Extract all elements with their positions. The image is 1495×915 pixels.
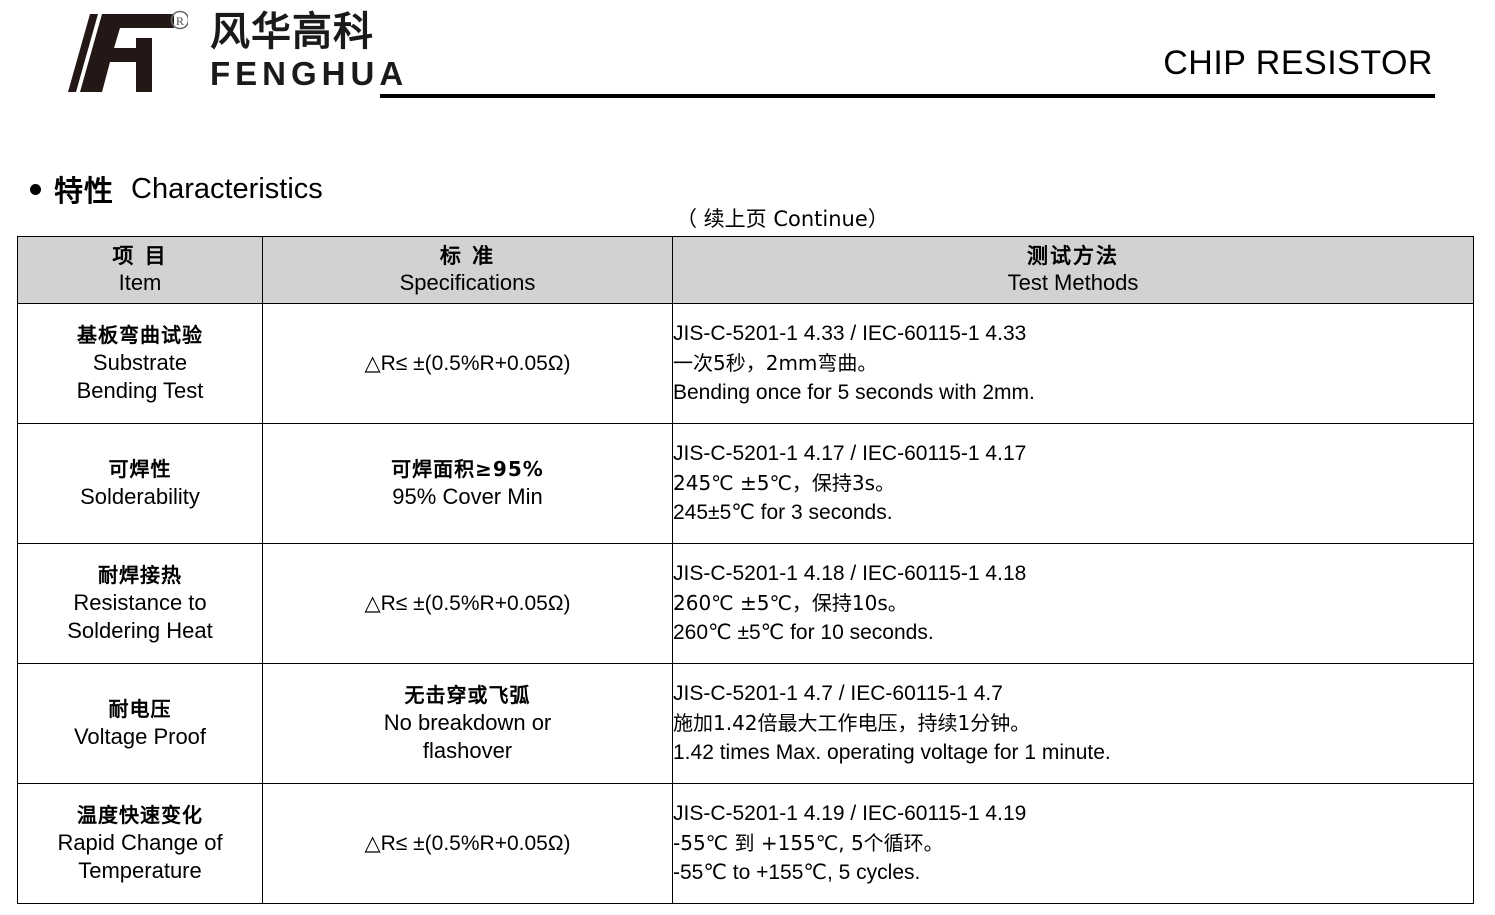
method-description-en: -55℃ to +155℃, 5 cycles. <box>673 861 921 884</box>
table-row: 可焊性 Solderability 可焊面积≥95% 95% Cover Min… <box>17 423 1474 544</box>
spec-text-en: 95% Cover Min <box>392 483 543 509</box>
spec-text-cn: 无击穿或飞弧 <box>404 683 531 708</box>
method-standard-ref: JIS-C-5201-1 4.7 / IEC-60115-1 4.7 <box>673 681 1003 705</box>
characteristics-table: 项 目 Item 标 准 Specifications 测试方法 Test Me… <box>17 236 1474 904</box>
bullet-dot-icon <box>30 183 41 195</box>
item-label-en-line1: Solderability <box>80 483 200 509</box>
header-divider <box>380 94 1435 98</box>
method-standard-ref: JIS-C-5201-1 4.18 / IEC-60115-1 4.18 <box>673 561 1027 585</box>
continue-note: （ 续上页 Continue） <box>676 207 889 231</box>
item-label-cn: 耐电压 <box>108 697 172 722</box>
method-description-en: 245±5℃ for 3 seconds. <box>673 501 893 524</box>
column-header-item: 项 目 Item <box>17 236 263 304</box>
column-header-test-methods: 测试方法 Test Methods <box>672 236 1474 304</box>
cell-item: 基板弯曲试验 Substrate Bending Test <box>17 303 263 424</box>
cell-specification: 无击穿或飞弧 No breakdown or flashover <box>262 663 673 784</box>
cell-item: 可焊性 Solderability <box>17 423 263 544</box>
method-standard-ref: JIS-C-5201-1 4.17 / IEC-60115-1 4.17 <box>673 441 1027 465</box>
company-logo: R 风华高科 FENGHUA <box>58 8 408 94</box>
spec-text-en-line2: flashover <box>422 737 513 763</box>
column-header-item-cn: 项 目 <box>112 244 168 269</box>
cell-test-method: JIS-C-5201-1 4.7 / IEC-60115-1 4.7 施加1.4… <box>672 663 1474 784</box>
column-header-item-en: Item <box>118 270 162 296</box>
column-header-test-methods-en: Test Methods <box>1007 270 1139 296</box>
spec-formula: △R≤ ±(0.5%R+0.05Ω) <box>364 831 571 855</box>
item-label-en-line2: Temperature <box>78 857 202 883</box>
method-description-cn: 260℃ ±5℃，保持10s。 <box>673 591 908 615</box>
table-row: 温度快速变化 Rapid Change of Temperature △R≤ ±… <box>17 783 1474 904</box>
item-label-en-line2: Bending Test <box>76 377 204 403</box>
method-description-en: 260℃ ±5℃ for 10 seconds. <box>673 621 934 644</box>
item-label-en-line1: Rapid Change of <box>57 829 223 855</box>
column-header-specifications: 标 准 Specifications <box>262 236 673 304</box>
spec-text-cn: 可焊面积≥95% <box>391 457 544 482</box>
fenghua-logo-mark-icon: R <box>58 8 188 94</box>
cell-test-method: JIS-C-5201-1 4.17 / IEC-60115-1 4.17 245… <box>672 423 1474 544</box>
method-description-cn: 245℃ ±5℃，保持3s。 <box>673 471 896 495</box>
cell-specification: 可焊面积≥95% 95% Cover Min <box>262 423 673 544</box>
cell-specification: △R≤ ±(0.5%R+0.05Ω) <box>262 303 673 424</box>
section-heading: 特性 Characteristics <box>30 168 323 210</box>
section-title-english: Characteristics <box>131 172 323 205</box>
logo-chinese-name: 风华高科 <box>210 9 374 55</box>
cell-test-method: JIS-C-5201-1 4.33 / IEC-60115-1 4.33 一次5… <box>672 303 1474 424</box>
cell-specification: △R≤ ±(0.5%R+0.05Ω) <box>262 783 673 904</box>
page-header: R 风华高科 FENGHUA CHIP RESISTOR <box>0 0 1495 112</box>
method-standard-ref: JIS-C-5201-1 4.19 / IEC-60115-1 4.19 <box>673 801 1027 825</box>
svg-text:R: R <box>176 14 184 28</box>
item-label-en-line1: Voltage Proof <box>73 723 207 749</box>
logo-english-name: FENGHUA <box>210 55 409 92</box>
method-description-en: 1.42 times Max. operating voltage for 1 … <box>673 741 1111 764</box>
column-header-specifications-en: Specifications <box>399 270 536 296</box>
column-header-specifications-cn: 标 准 <box>439 244 496 269</box>
item-label-en-line1: Resistance to <box>73 589 207 615</box>
document-title: CHIP RESISTOR <box>1163 44 1433 82</box>
table-row: 耐焊接热 Resistance to Soldering Heat △R≤ ±(… <box>17 543 1474 664</box>
spec-formula: △R≤ ±(0.5%R+0.05Ω) <box>364 591 571 615</box>
item-label-cn: 温度快速变化 <box>77 803 203 828</box>
spec-formula: △R≤ ±(0.5%R+0.05Ω) <box>364 351 571 375</box>
cell-item: 温度快速变化 Rapid Change of Temperature <box>17 783 263 904</box>
item-label-cn: 基板弯曲试验 <box>77 323 203 348</box>
cell-test-method: JIS-C-5201-1 4.19 / IEC-60115-1 4.19 -55… <box>672 783 1474 904</box>
spec-text-en-line1: No breakdown or <box>383 709 552 735</box>
table-row: 基板弯曲试验 Substrate Bending Test △R≤ ±(0.5%… <box>17 303 1474 424</box>
cell-item: 耐电压 Voltage Proof <box>17 663 263 784</box>
table-header-row: 项 目 Item 标 准 Specifications 测试方法 Test Me… <box>17 236 1474 304</box>
column-header-test-methods-cn: 测试方法 <box>1027 244 1119 269</box>
method-description-cn: 一次5秒，2mm弯曲。 <box>673 351 878 375</box>
method-standard-ref: JIS-C-5201-1 4.33 / IEC-60115-1 4.33 <box>673 321 1027 345</box>
item-label-en-line2: Soldering Heat <box>67 617 213 643</box>
method-description-cn: 施加1.42倍最大工作电压，持续1分钟。 <box>673 711 1031 735</box>
item-label-en-line1: Substrate <box>92 349 188 375</box>
method-description-en: Bending once for 5 seconds with 2mm. <box>673 381 1035 404</box>
cell-specification: △R≤ ±(0.5%R+0.05Ω) <box>262 543 673 664</box>
item-label-cn: 耐焊接热 <box>98 563 182 588</box>
cell-test-method: JIS-C-5201-1 4.18 / IEC-60115-1 4.18 260… <box>672 543 1474 664</box>
item-label-cn: 可焊性 <box>108 457 172 482</box>
section-title-chinese: 特性 <box>54 174 115 208</box>
method-description-cn: -55℃ 到 +155℃, 5个循环。 <box>673 831 944 855</box>
table-row: 耐电压 Voltage Proof 无击穿或飞弧 No breakdown or… <box>17 663 1474 784</box>
cell-item: 耐焊接热 Resistance to Soldering Heat <box>17 543 263 664</box>
